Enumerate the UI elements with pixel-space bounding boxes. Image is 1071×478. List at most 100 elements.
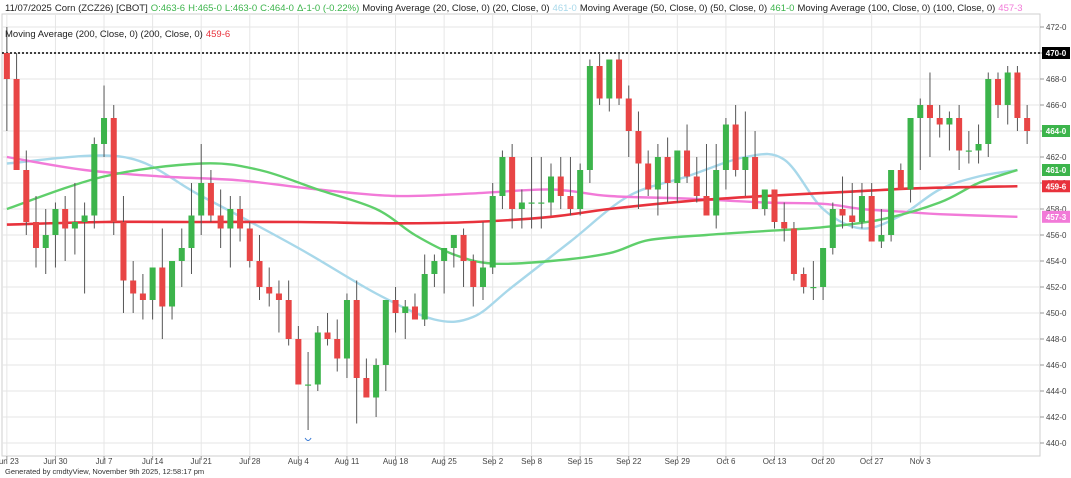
candle-body <box>178 248 185 261</box>
candle <box>985 72 992 157</box>
candle-body <box>907 118 914 190</box>
x-tick-label: Sep 22 <box>616 457 642 466</box>
candle-body <box>256 261 263 287</box>
candle-body <box>431 261 438 274</box>
candle <box>411 293 418 320</box>
candle-body <box>23 170 30 222</box>
candle <box>3 27 10 131</box>
candle <box>52 202 59 268</box>
candle <box>820 248 827 300</box>
candle <box>518 189 525 229</box>
candle <box>441 248 448 294</box>
candle-body <box>441 248 448 261</box>
candle-body <box>888 170 895 235</box>
candle-body <box>334 339 341 359</box>
candle-body <box>324 332 331 339</box>
y-tick-label: 452-0 <box>1046 283 1067 292</box>
candle <box>596 53 603 105</box>
candle-body <box>101 118 108 144</box>
candle-body <box>771 189 778 222</box>
ma200-legend[interactable]: Moving Average (200, Close, 0) (200, Clo… <box>5 29 203 40</box>
candle <box>42 209 49 274</box>
candle <box>722 118 729 190</box>
candle <box>888 170 895 242</box>
candle <box>547 163 555 216</box>
candle <box>499 150 506 209</box>
candle <box>402 300 409 339</box>
candle <box>616 53 623 105</box>
candle <box>314 326 321 391</box>
candle <box>897 163 904 190</box>
ma20-value: 461-0 <box>552 3 577 14</box>
price-badge-bg <box>1042 125 1070 137</box>
candle <box>382 300 389 391</box>
candle <box>460 228 467 287</box>
candle-body <box>343 300 350 359</box>
candle <box>421 254 428 326</box>
candle <box>1024 105 1031 144</box>
x-tick-label: Nov 3 <box>910 457 931 466</box>
x-tick-label: Sep 8 <box>521 457 542 466</box>
candle <box>188 183 195 274</box>
x-tick-label: Oct 27 <box>860 457 884 466</box>
candle <box>635 111 642 209</box>
candle <box>246 222 253 268</box>
candle-body <box>450 235 457 248</box>
candle <box>149 267 156 320</box>
candle-body <box>975 144 982 151</box>
candle-body <box>722 124 729 170</box>
candle-body <box>625 98 632 131</box>
candle <box>946 111 953 151</box>
price-badge-text: 464-0 <box>1046 127 1067 136</box>
candle-body <box>654 157 661 190</box>
candle-body <box>849 215 856 222</box>
candle <box>207 170 214 222</box>
x-tick-label: Jul 28 <box>239 457 261 466</box>
candle-body <box>421 274 428 320</box>
ma50-legend[interactable]: Moving Average (50, Close, 0) (50, Close… <box>579 3 768 14</box>
candle-body <box>52 209 59 235</box>
candle-body <box>926 105 933 118</box>
candle <box>586 59 593 183</box>
time-axis: Jun 23 Jun 30 Jul 7 Jul 14 Jul 21 Jul 28 Aug 4… <box>0 456 931 466</box>
candle <box>169 261 176 320</box>
x-tick-label: Oct 13 <box>763 457 787 466</box>
candle-body <box>188 215 195 248</box>
candle-body <box>878 235 885 242</box>
candle <box>256 235 263 300</box>
ma100-legend[interactable]: Moving Average (100, Close, 0) (100, Clo… <box>797 3 996 14</box>
candle <box>305 352 312 430</box>
candle <box>849 183 856 229</box>
candle <box>324 313 331 346</box>
candle <box>752 131 759 209</box>
candle-body <box>479 267 487 287</box>
candle <box>120 196 127 313</box>
y-tick-label: 466-0 <box>1046 101 1067 110</box>
candle-body <box>557 176 564 196</box>
candle-body <box>275 293 282 300</box>
candle <box>732 105 739 177</box>
candle-body <box>285 300 292 339</box>
candle-body <box>946 118 953 125</box>
candle-body <box>460 235 467 261</box>
price-badge: 470-0 <box>1042 47 1070 59</box>
price-badge-text: 461-0 <box>1046 166 1067 175</box>
candle-body <box>664 157 671 183</box>
candle-body <box>305 384 312 386</box>
candle-body <box>567 196 574 209</box>
candle-body <box>684 150 691 177</box>
candle <box>771 189 778 229</box>
x-tick-label: Aug 25 <box>431 457 457 466</box>
candle <box>217 189 224 248</box>
x-tick-label: Sep 2 <box>482 457 503 466</box>
candle-body <box>810 287 817 289</box>
candle-body <box>198 183 205 216</box>
candle-body <box>742 157 749 170</box>
candle-body <box>936 118 943 125</box>
candle-body <box>411 306 418 320</box>
ma20-legend[interactable]: Moving Average (20, Close, 0) (20, Close… <box>362 3 550 14</box>
candle-body <box>790 228 797 274</box>
candle-body <box>528 202 535 204</box>
candle <box>62 196 69 261</box>
